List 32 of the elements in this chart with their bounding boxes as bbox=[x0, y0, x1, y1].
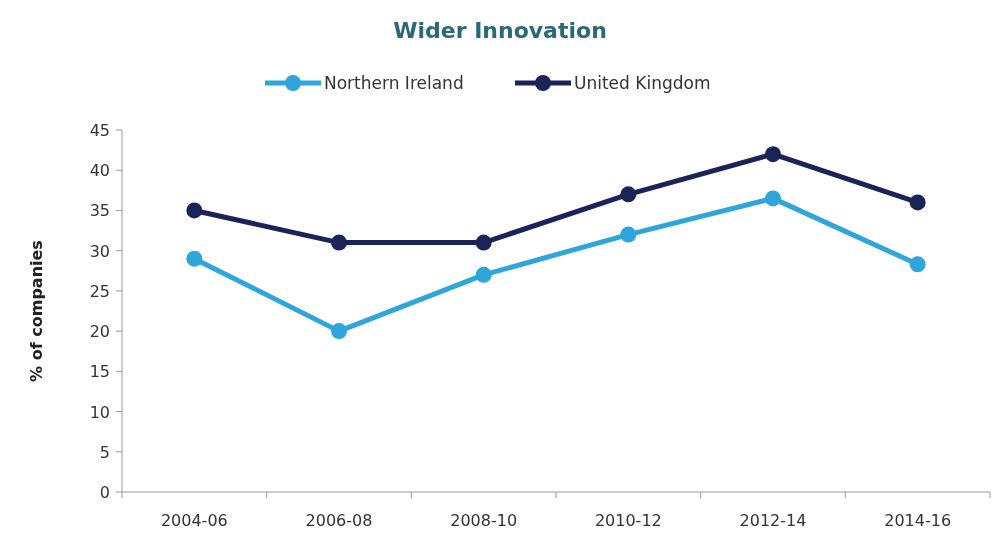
point bbox=[620, 186, 637, 203]
y-axis-title: % of companies bbox=[27, 240, 46, 382]
y-tick-label: 35 bbox=[89, 201, 110, 221]
point bbox=[475, 266, 492, 283]
chart-title: Wider Innovation bbox=[393, 18, 607, 43]
x-tick-label: 2008-10 bbox=[450, 511, 518, 530]
legend-label: Northern Ireland bbox=[324, 73, 464, 93]
y-tick-label: 15 bbox=[89, 362, 110, 382]
point bbox=[765, 146, 781, 163]
x-tick-label: 2010-12 bbox=[594, 511, 662, 530]
y-tick-label: 25 bbox=[89, 281, 110, 301]
y-tick-label: 30 bbox=[89, 241, 110, 261]
point bbox=[186, 250, 203, 267]
point bbox=[331, 323, 347, 340]
y-tick-label: 10 bbox=[89, 402, 110, 422]
legend-label: United Kingdom bbox=[574, 73, 711, 93]
y-tick-label: 5 bbox=[99, 442, 110, 462]
point bbox=[620, 226, 637, 243]
y-tick-label: 40 bbox=[89, 161, 110, 181]
x-tick-label: 2012-14 bbox=[739, 511, 807, 530]
point bbox=[765, 190, 781, 207]
y-tick-label: 45 bbox=[89, 121, 110, 140]
point bbox=[331, 234, 347, 251]
x-tick-label: 2004-06 bbox=[160, 511, 228, 530]
point bbox=[909, 256, 926, 273]
y-tick-label: 20 bbox=[89, 322, 110, 342]
point bbox=[909, 194, 926, 211]
x-tick-label: 2006-08 bbox=[305, 511, 373, 530]
point bbox=[475, 234, 492, 251]
x-tick-label: 2014-16 bbox=[884, 511, 952, 530]
point bbox=[186, 202, 203, 219]
y-tick-label: 0 bbox=[99, 483, 110, 502]
